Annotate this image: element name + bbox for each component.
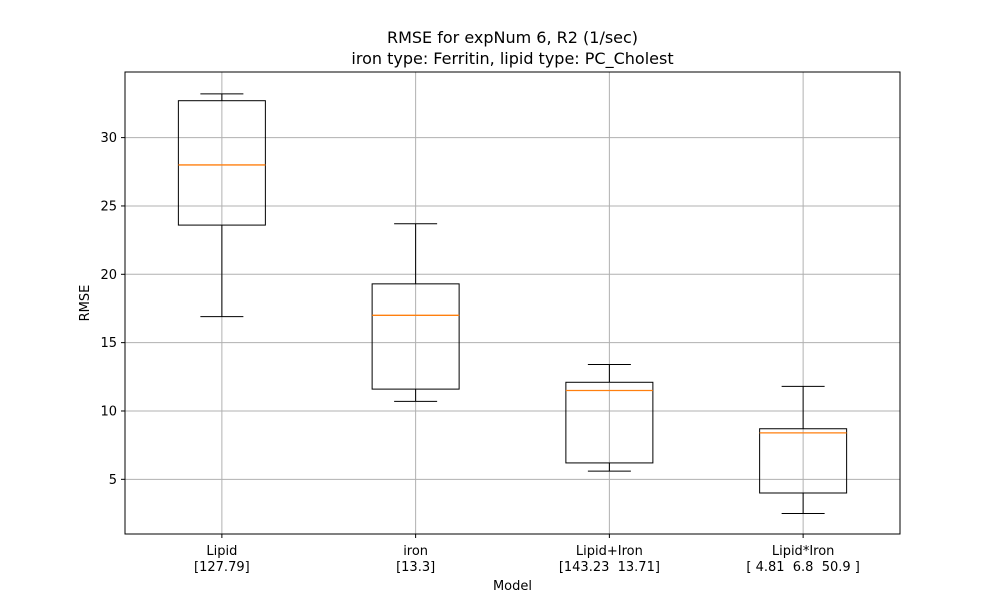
iqr-box bbox=[759, 428, 848, 494]
y-tick-label: 5 bbox=[109, 473, 117, 488]
y-tick-label: 20 bbox=[100, 268, 117, 283]
boxes bbox=[177, 93, 848, 514]
x-tick-label: Lipid+Iron bbox=[576, 544, 643, 559]
box-3 bbox=[565, 364, 654, 472]
x-tick-sublabel: [ 4.81 6.8 50.9 ] bbox=[746, 560, 860, 575]
axis-ticks: 5 10 15 20 25 30 Lipid[127.79] iron[13.3] Lipid+… bbox=[100, 131, 859, 575]
plot-area-frame bbox=[124, 71, 901, 535]
x-tick-label: iron bbox=[403, 544, 428, 559]
x-tick-sublabel: [127.79] bbox=[194, 560, 250, 575]
y-axis-label: RMSE bbox=[78, 285, 93, 322]
x-axis-label: Model bbox=[493, 579, 532, 594]
iqr-box bbox=[177, 100, 266, 226]
box-2 bbox=[371, 223, 460, 402]
x-tick-sublabel: [143.23 13.71] bbox=[559, 560, 660, 575]
y-tick-label: 10 bbox=[100, 404, 117, 419]
y-tick-label: 25 bbox=[100, 199, 117, 214]
y-tick-label: 30 bbox=[100, 131, 117, 146]
iqr-box bbox=[565, 381, 654, 464]
chart-subtitle: iron type: Ferritin, lipid type: PC_Chol… bbox=[351, 49, 673, 69]
x-tick-label: Lipid bbox=[206, 544, 237, 559]
x-tick-sublabel: [13.3] bbox=[396, 560, 435, 575]
x-tick-label: Lipid*Iron bbox=[772, 544, 835, 559]
grid-lines bbox=[125, 72, 900, 534]
iqr-box bbox=[371, 283, 460, 390]
box-4 bbox=[759, 385, 848, 514]
box-1 bbox=[177, 93, 266, 318]
chart-title: RMSE for expNum 6, R2 (1/sec) bbox=[387, 28, 638, 47]
y-tick-label: 15 bbox=[100, 336, 117, 351]
